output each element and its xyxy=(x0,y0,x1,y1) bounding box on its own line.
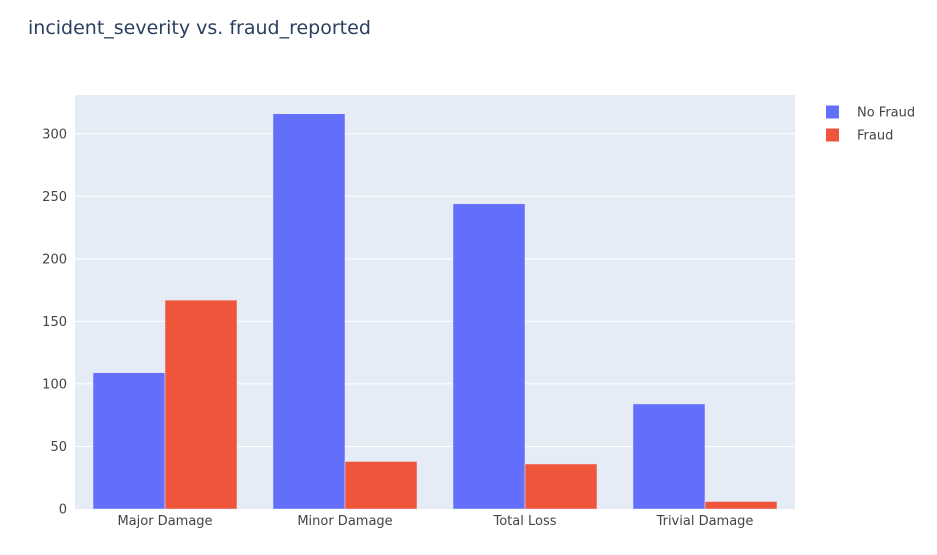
bar-fraud[interactable] xyxy=(704,501,778,510)
legend[interactable]: No Fraud Fraud xyxy=(826,105,915,144)
bar-fraud[interactable] xyxy=(164,299,238,510)
legend-item-fraud[interactable]: Fraud xyxy=(826,128,893,144)
chart-title: incident_severity vs. fraud_reported xyxy=(28,17,371,39)
bars xyxy=(92,113,778,510)
y-axis-ticks: 0 50 100 150 200 250 300 xyxy=(42,127,67,517)
legend-swatch xyxy=(826,105,839,119)
bar-no-fraud[interactable] xyxy=(632,403,706,510)
legend-label: Fraud xyxy=(857,129,893,144)
y-tick-label: 300 xyxy=(42,127,67,142)
bar-no-fraud[interactable] xyxy=(452,203,526,510)
bar-fraud[interactable] xyxy=(344,461,418,510)
legend-item-no-fraud[interactable]: No Fraud xyxy=(826,105,915,121)
y-tick-label: 0 xyxy=(59,503,67,518)
x-axis-ticks: Major Damage Minor Damage Total Loss Trivia… xyxy=(117,514,753,529)
y-tick-label: 200 xyxy=(42,252,67,267)
bar-no-fraud[interactable] xyxy=(92,372,166,510)
x-tick-label: Minor Damage xyxy=(297,514,392,529)
y-tick-label: 50 xyxy=(50,440,67,455)
legend-swatch xyxy=(826,128,839,142)
y-tick-label: 150 xyxy=(42,315,67,330)
legend-label: No Fraud xyxy=(857,106,915,121)
x-tick-label: Total Loss xyxy=(492,514,556,529)
y-tick-label: 250 xyxy=(42,190,67,205)
y-tick-label: 100 xyxy=(42,377,67,392)
bar-no-fraud[interactable] xyxy=(272,113,346,510)
bar-fraud[interactable] xyxy=(524,463,598,510)
x-tick-label: Major Damage xyxy=(117,514,212,529)
x-tick-label: Trivial Damage xyxy=(656,514,754,529)
